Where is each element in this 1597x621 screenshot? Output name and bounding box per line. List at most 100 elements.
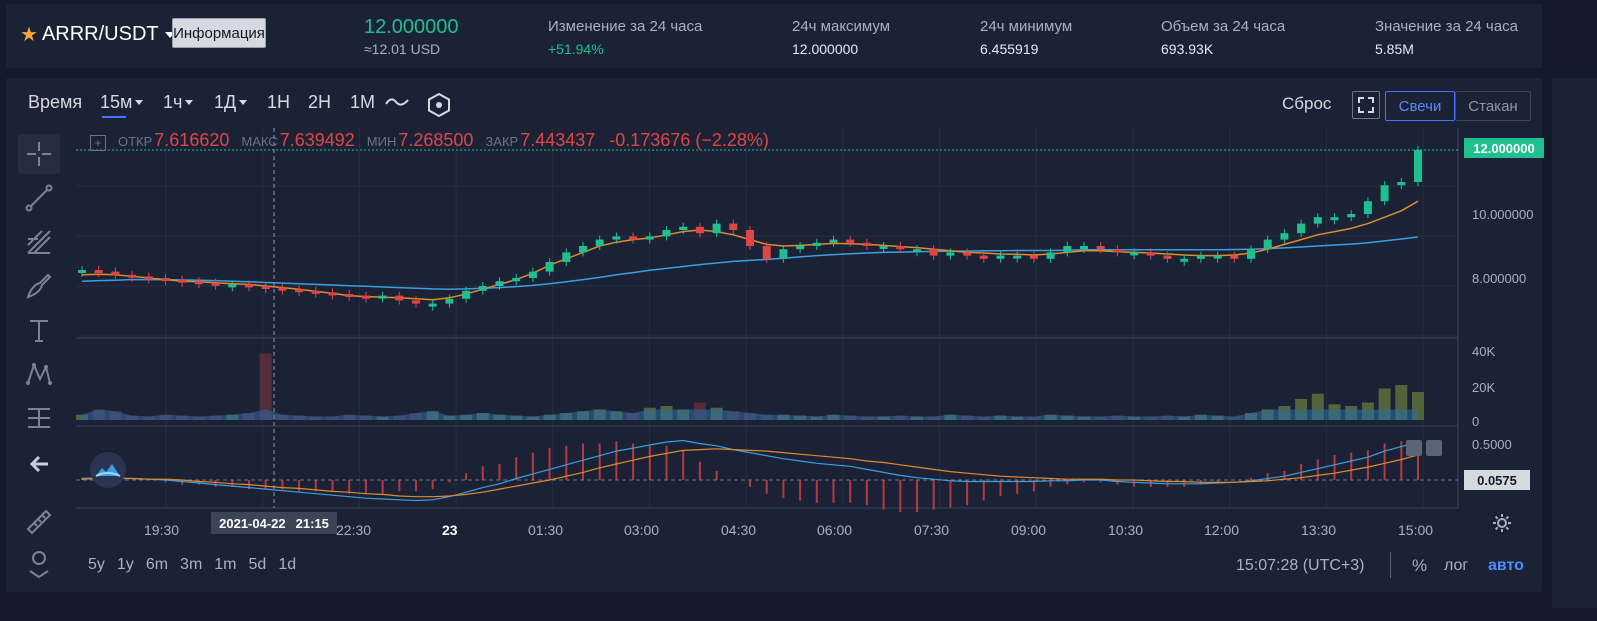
interval-1h[interactable]: 1ч: [163, 92, 194, 113]
interval-1d[interactable]: 1Д: [214, 92, 248, 113]
osc-histogram-bar: [515, 457, 518, 480]
volume-tick: 20K: [1472, 380, 1496, 395]
candle-body: [161, 278, 170, 281]
fib-tool[interactable]: [18, 222, 60, 262]
candle-body: [712, 223, 721, 234]
settings-icon[interactable]: [1491, 512, 1513, 539]
candle-body: [762, 246, 771, 259]
osc-histogram-bar: [799, 480, 802, 501]
osc-histogram-bar: [1216, 480, 1219, 483]
auto-toggle[interactable]: авто: [1488, 557, 1524, 574]
candle-body: [946, 252, 955, 256]
stat-label: 24ч минимум: [980, 18, 1073, 35]
chart-type-icon[interactable]: [384, 92, 410, 112]
drawing-toolbar: [16, 132, 64, 579]
pair-name: ARRR/USDT: [41, 23, 159, 45]
candle-body: [595, 239, 604, 246]
osc-histogram-bar: [498, 464, 501, 480]
pair-selector[interactable]: ★ ARRR/USDT: [20, 22, 175, 47]
candle-body: [979, 255, 988, 259]
range-1d[interactable]: 1d: [278, 556, 297, 573]
stat-value: 693.93K: [1161, 41, 1214, 57]
osc-histogram-bar: [598, 443, 601, 480]
reset-button[interactable]: Сброс: [1282, 94, 1332, 113]
chevron-up-icon[interactable]: [1406, 440, 1422, 456]
osc-histogram-bar: [815, 480, 818, 503]
candle-body: [929, 249, 938, 256]
stat-low: 24ч минимум 6.455919: [980, 18, 1072, 57]
range-1y[interactable]: 1y: [116, 556, 134, 573]
osc-histogram-bar: [1316, 459, 1319, 480]
time-tick: 12:00: [1204, 522, 1240, 538]
range-6m[interactable]: 6m: [145, 556, 169, 573]
osc-histogram-bar: [1049, 480, 1052, 487]
volume-bar: [259, 353, 272, 420]
collapse-toolbar[interactable]: [18, 444, 60, 484]
candle-body: [1313, 217, 1322, 224]
interval-2w[interactable]: 2Н: [308, 92, 332, 112]
fullscreen-icon[interactable]: [1352, 91, 1380, 119]
time-tick: 23: [442, 522, 458, 538]
osc-histogram-bar: [481, 466, 484, 480]
star-icon[interactable]: ★: [20, 24, 38, 46]
interval-1w[interactable]: 1Н: [267, 92, 291, 112]
arrow-left-icon: [29, 455, 48, 473]
log-toggle[interactable]: лог: [1444, 557, 1469, 574]
range-3m[interactable]: 3m: [180, 556, 203, 573]
candle-body: [94, 270, 103, 273]
magnet-icon: [29, 551, 49, 579]
time-tick: 15:00: [1398, 522, 1434, 538]
magnet-tool[interactable]: [18, 544, 60, 584]
time-label[interactable]: Время: [28, 92, 83, 112]
osc-histogram-bar: [1083, 480, 1085, 483]
candle-body: [629, 236, 638, 240]
candle-body: [679, 226, 688, 230]
plus-icon[interactable]: +: [90, 135, 106, 151]
candle-body: [245, 284, 253, 288]
clock[interactable]: 15:07:28 (UTC+3): [1236, 557, 1365, 574]
info-button[interactable]: Информация: [172, 18, 266, 48]
trendline-tool[interactable]: [18, 178, 60, 218]
percent-toggle[interactable]: %: [1412, 556, 1428, 575]
tab-candles[interactable]: Свечи: [1385, 91, 1455, 121]
stat-volume: Объем за 24 часа 693.93K: [1161, 18, 1285, 57]
candle-body: [1247, 249, 1255, 259]
chevron-down-icon[interactable]: [1426, 440, 1442, 456]
volume-tick: 0: [1472, 414, 1480, 429]
candle-body: [1096, 246, 1105, 250]
brush-tool[interactable]: [18, 266, 60, 306]
osc-histogram-bar: [348, 480, 351, 494]
ruler-tool[interactable]: [18, 502, 60, 542]
price-chart[interactable]: [76, 128, 1536, 588]
range-1m[interactable]: 1m: [214, 556, 237, 573]
candle-body: [779, 249, 788, 259]
osc-histogram-bar: [1383, 443, 1386, 480]
candle-body: [545, 262, 554, 272]
range-5y[interactable]: 5y: [88, 556, 105, 573]
osc-histogram-bar: [615, 441, 618, 480]
indicators-icon[interactable]: [426, 92, 452, 118]
measure-range-tool[interactable]: [18, 398, 60, 438]
candle-body: [478, 286, 487, 291]
osc-histogram-bar: [749, 480, 751, 487]
osc-histogram-bar: [181, 480, 184, 485]
active-interval-indicator: [102, 116, 126, 118]
interval-1mo[interactable]: 1М: [350, 92, 376, 112]
osc-histogram-bar: [665, 445, 668, 480]
crosshair-time: 21:15: [295, 515, 329, 531]
chart-canvas[interactable]: + ОТКР 7.616620 МАКС 7.639492 МИН 7.268500 …: [76, 128, 1544, 588]
time-tick: 19:30: [144, 522, 180, 538]
stat-value: 5.85M: [1375, 41, 1414, 57]
crosshair-tool[interactable]: [18, 134, 60, 174]
range-5d[interactable]: 5d: [248, 556, 267, 573]
osc-histogram-bar: [1066, 480, 1069, 485]
candle-body: [1397, 182, 1406, 186]
osc-histogram-bar: [966, 480, 969, 506]
interval-15m[interactable]: 15м: [100, 92, 144, 113]
chevron-down-icon: [239, 100, 248, 105]
candle-body: [311, 290, 320, 294]
candle-body: [1113, 249, 1122, 253]
pattern-tool[interactable]: [18, 354, 60, 394]
text-tool[interactable]: [18, 310, 60, 350]
tab-orderbook[interactable]: Стакан: [1455, 91, 1531, 121]
